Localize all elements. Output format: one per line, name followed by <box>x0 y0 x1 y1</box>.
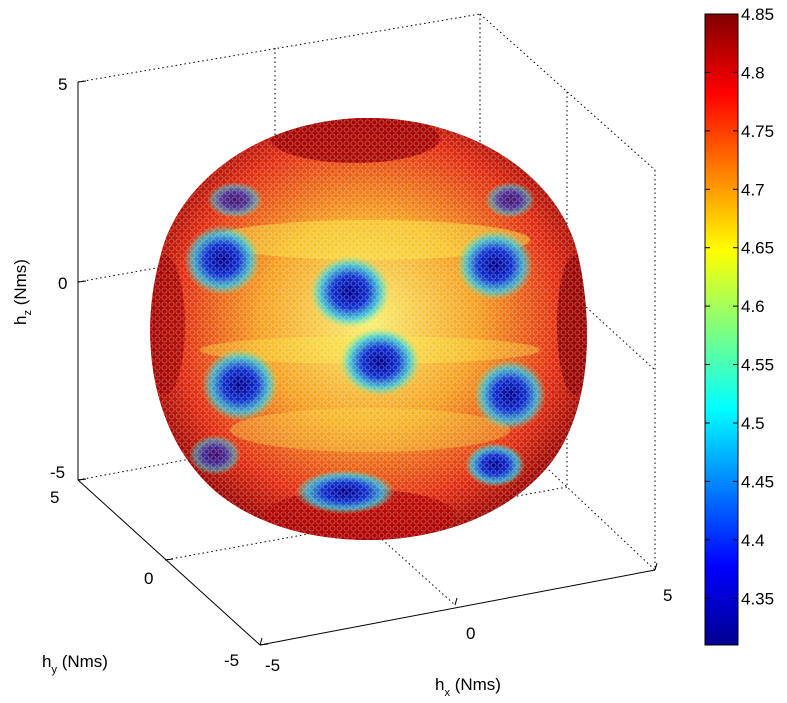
colorbar-tick-label: 4.6 <box>741 297 765 316</box>
colorbar-gradient <box>704 13 739 646</box>
colorbar-tick-label: 4.45 <box>741 472 774 491</box>
x-tick: 5 <box>663 586 672 605</box>
colorbar-tick-label: 4.65 <box>741 239 774 258</box>
y-axis-label: hy (Nms) <box>42 652 108 676</box>
svg-text:hx (Nms): hx (Nms) <box>435 675 501 699</box>
y-tick: 0 <box>144 569 153 588</box>
z-tick: -5 <box>50 463 65 482</box>
x-tick: 0 <box>466 624 475 643</box>
colorbar-tick-label: 4.85 <box>741 5 774 24</box>
colorbar-tick-label: 4.5 <box>741 414 765 433</box>
y-tick: 5 <box>50 488 59 507</box>
colorbar: 4.85 4.8 4.75 4.7 4.65 4.6 4.55 4.5 4.45 4.4 4.35 <box>704 5 774 646</box>
colorbar-tick-label: 4.55 <box>741 356 774 375</box>
x-axis-label: hx (Nms) <box>435 675 501 699</box>
z-axis-label: hz (Nms) <box>11 259 34 325</box>
z-tick: 0 <box>58 274 67 293</box>
axis-tick-labels: 5 0 -5 5 0 -5 -5 0 5 <box>50 75 672 675</box>
colorbar-tick-label: 4.8 <box>741 63 765 82</box>
svg-text:hz (Nms): hz (Nms) <box>11 259 34 325</box>
colorbar-tick-label: 4.7 <box>741 180 765 199</box>
colorbar-tick-label: 4.75 <box>741 122 774 141</box>
svg-text:hy (Nms): hy (Nms) <box>42 652 108 676</box>
momentum-envelope-surface <box>150 118 588 540</box>
y-tick: -5 <box>224 651 239 670</box>
colorbar-tick-label: 4.35 <box>741 589 774 608</box>
colorbar-tick-label: 4.4 <box>741 531 765 550</box>
z-tick: 5 <box>58 75 67 94</box>
axes-lines <box>77 80 658 646</box>
x-tick: -5 <box>265 656 280 675</box>
